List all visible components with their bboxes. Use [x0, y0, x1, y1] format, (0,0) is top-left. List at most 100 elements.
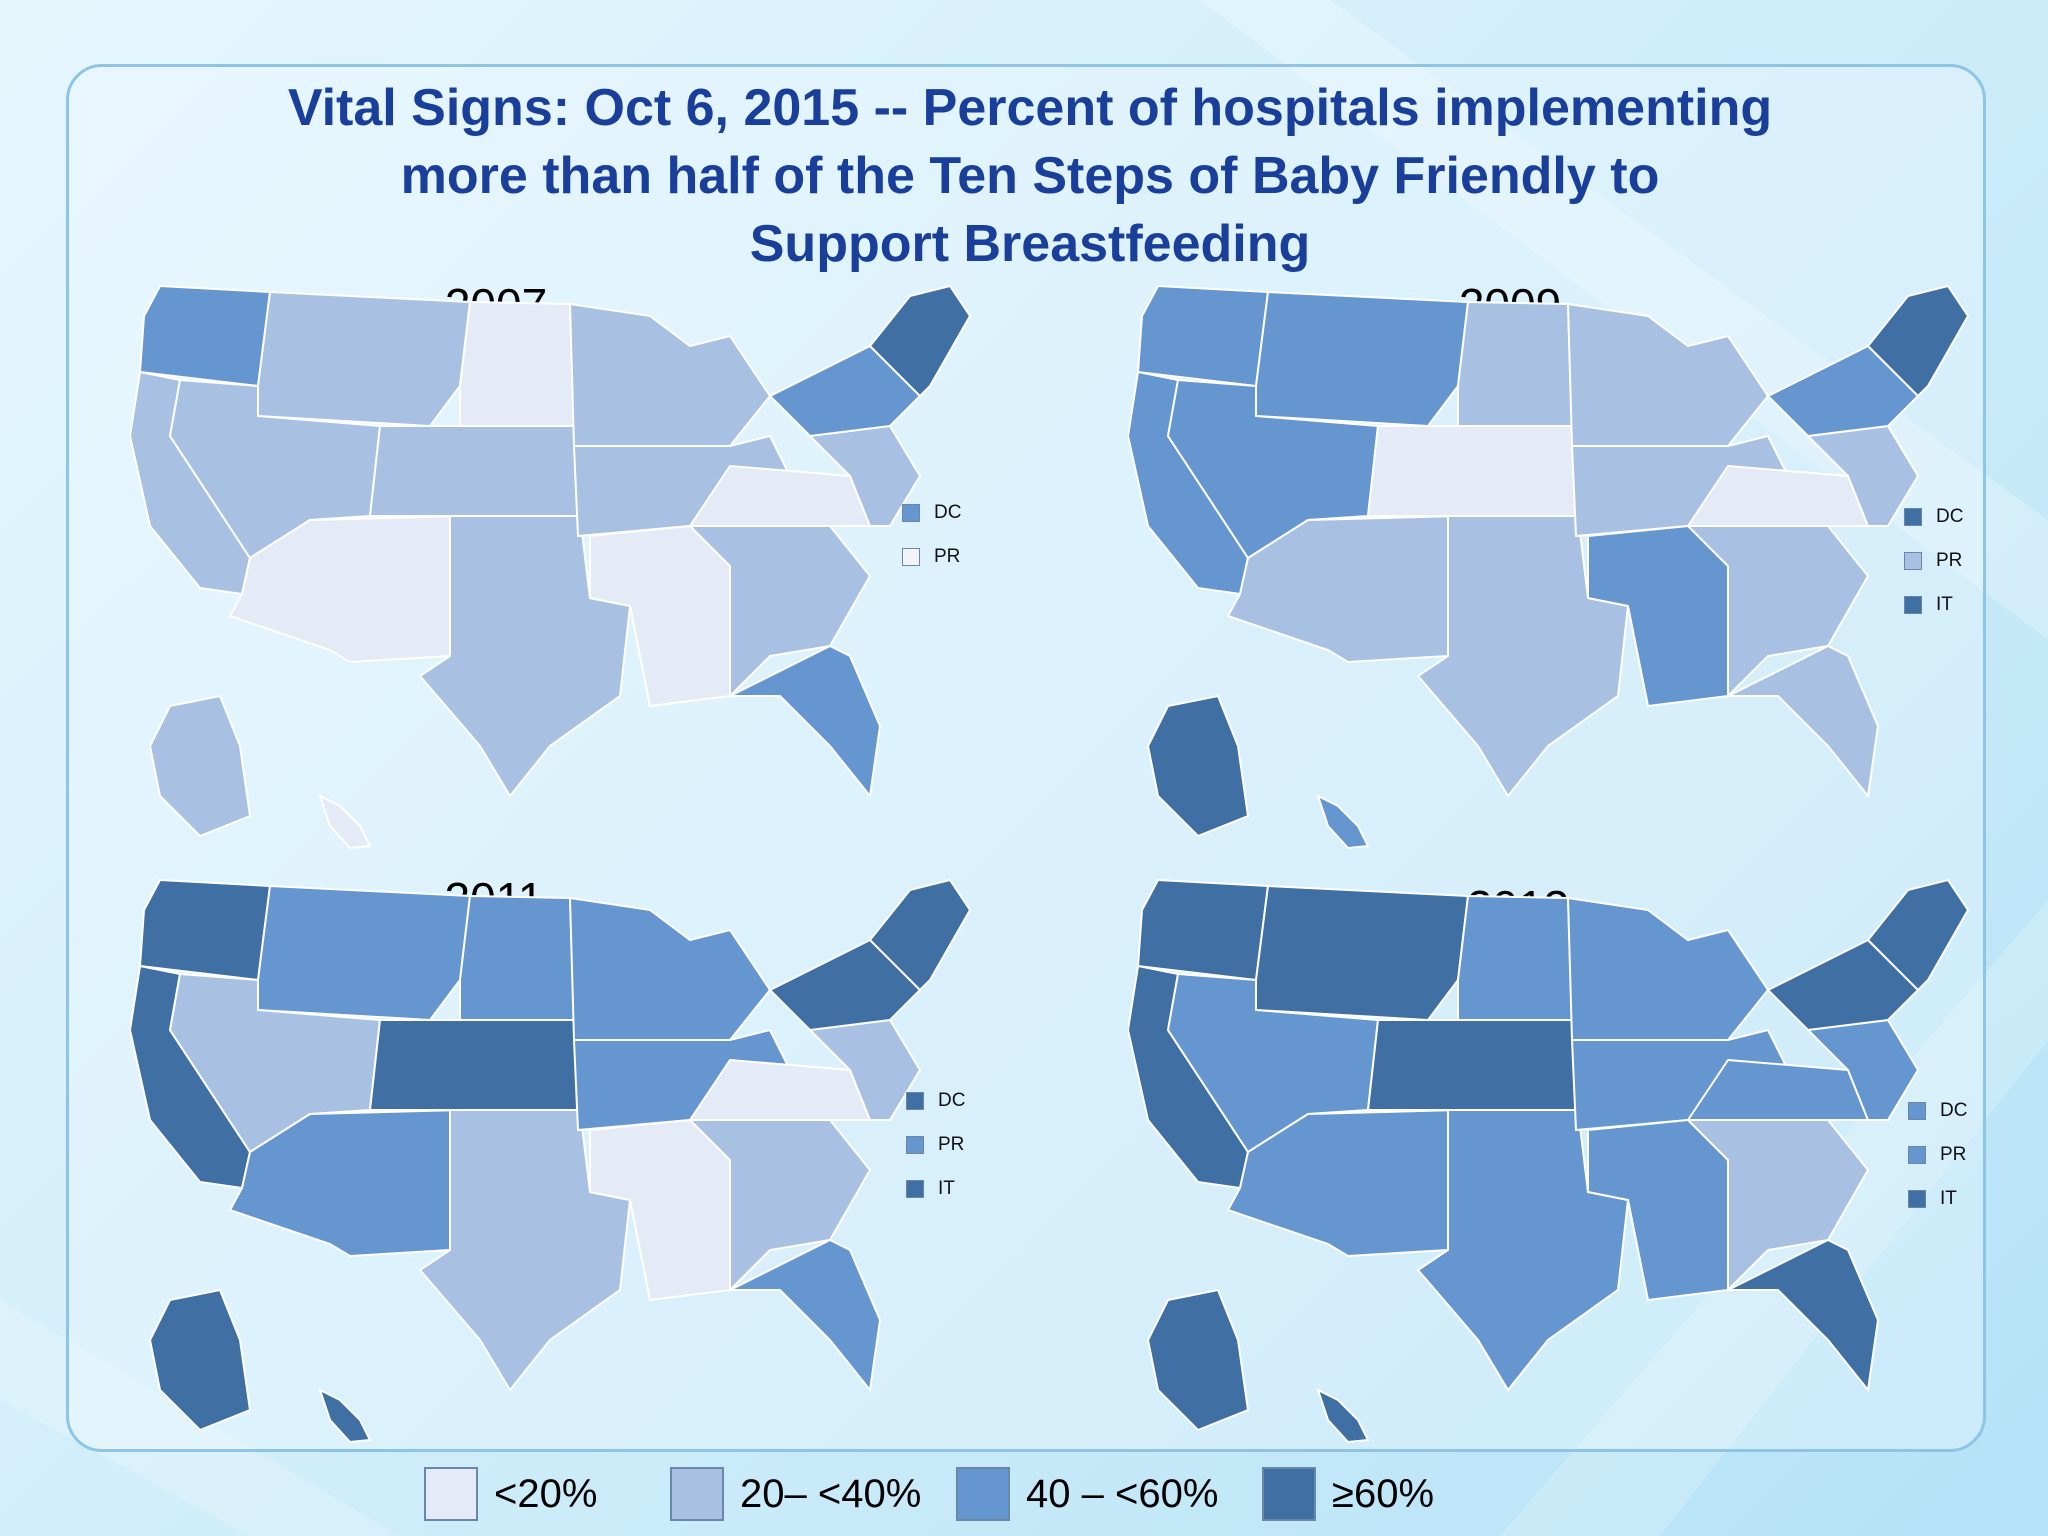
legend-label: 40 – <60% — [1026, 1471, 1219, 1516]
region-mountain-north — [1255, 884, 1470, 1022]
us-map — [130, 878, 972, 1444]
region-midwest-upper — [568, 302, 772, 447]
region-florida — [1727, 1238, 1880, 1393]
region-texas-okla — [418, 515, 632, 798]
region-new-england — [868, 284, 972, 398]
territory-item: IT — [1908, 1184, 1957, 1214]
region-plains-mid — [368, 425, 580, 517]
territory-item: DC — [902, 498, 961, 528]
region-northwest — [1136, 878, 1270, 982]
legend-swatch — [424, 1467, 478, 1521]
region-southwest — [1226, 1108, 1460, 1258]
territory-swatch — [902, 548, 920, 566]
legend-swatch — [956, 1467, 1010, 1521]
legend-swatch — [670, 1467, 724, 1521]
region-plains-mid — [1366, 1019, 1578, 1111]
territory-label: DC — [934, 502, 962, 523]
region-northwest — [1136, 284, 1270, 388]
territory-item: IT — [1904, 590, 1953, 620]
region-alaska — [148, 694, 252, 838]
region-new-york — [1766, 938, 1920, 1032]
region-mountain-north — [257, 290, 472, 428]
territory-item: IT — [906, 1174, 955, 1204]
region-new-york — [768, 344, 922, 438]
region-florida — [729, 1238, 882, 1393]
territory-label: PR — [1940, 1144, 1967, 1165]
region-midwest-upper — [1566, 896, 1770, 1041]
territory-label: DC — [1940, 1100, 1968, 1121]
legend-item: <20% — [424, 1462, 597, 1526]
region-northwest — [138, 878, 272, 982]
region-new-york — [1766, 344, 1920, 438]
territory-swatch — [906, 1180, 924, 1198]
region-alaska — [1146, 1288, 1250, 1432]
legend-label: <20% — [494, 1471, 598, 1516]
region-plains-north — [1457, 300, 1574, 427]
region-hawaii — [1316, 794, 1370, 850]
region-southeast — [687, 525, 872, 699]
legend-label: 20– <40% — [740, 1471, 922, 1516]
title-line-1: Vital Signs: Oct 6, 2015 -- Percent of h… — [287, 79, 1773, 137]
legend-item: ≥60% — [1262, 1462, 1434, 1526]
region-plains-north — [1457, 894, 1574, 1021]
region-texas-okla — [1416, 1109, 1630, 1392]
territory-legend: DC PR IT — [1904, 502, 2024, 652]
territory-label: PR — [934, 546, 961, 567]
territory-item: PR — [1908, 1140, 1966, 1170]
region-southeast — [687, 1119, 872, 1293]
region-southeast — [1685, 525, 1870, 699]
region-texas-okla — [1416, 515, 1630, 798]
region-southwest — [228, 1108, 462, 1258]
region-hawaii — [1316, 1388, 1370, 1444]
us-map — [1128, 284, 1970, 850]
territory-label: DC — [938, 1090, 966, 1111]
region-alaska — [1146, 694, 1250, 838]
territory-item: PR — [902, 542, 960, 572]
us-map — [130, 284, 972, 850]
territory-swatch — [902, 504, 920, 522]
region-mountain-north — [1255, 290, 1470, 428]
territory-item: DC — [1904, 502, 1963, 532]
territory-swatch — [1904, 508, 1922, 526]
region-midwest-upper — [1566, 302, 1770, 447]
region-hawaii — [318, 1388, 372, 1444]
region-southwest — [1226, 514, 1460, 664]
region-alaska — [148, 1288, 252, 1432]
region-southeast — [1685, 1119, 1870, 1293]
territory-swatch — [1908, 1146, 1926, 1164]
legend-item: 40 – <60% — [956, 1462, 1218, 1526]
territory-label: IT — [938, 1178, 955, 1199]
territory-label: IT — [1936, 594, 1953, 615]
territory-legend: DC PR IT — [906, 1086, 1026, 1236]
territory-item: PR — [1904, 546, 1962, 576]
region-southwest — [228, 514, 462, 664]
territory-legend: DC PR — [902, 498, 1022, 648]
region-new-england — [1866, 284, 1970, 398]
title-line-3: Support Breastfeeding — [749, 215, 1311, 273]
territory-legend: DC PR IT — [1908, 1096, 2028, 1246]
legend-item: 20– <40% — [670, 1462, 921, 1526]
region-new-england — [1866, 878, 1970, 992]
region-northwest — [138, 284, 272, 388]
territory-label: PR — [938, 1134, 965, 1155]
title-line-2: more than half of the Ten Steps of Baby … — [400, 147, 1660, 205]
region-plains-north — [459, 300, 576, 427]
territory-swatch — [906, 1092, 924, 1110]
territory-swatch — [1908, 1102, 1926, 1120]
region-mountain-north — [257, 884, 472, 1022]
territory-item: PR — [906, 1130, 964, 1160]
legend-label: ≥60% — [1332, 1471, 1435, 1516]
territory-swatch — [1904, 552, 1922, 570]
region-hawaii — [318, 794, 372, 850]
territory-item: DC — [1908, 1096, 1967, 1126]
region-florida — [729, 644, 882, 799]
territory-label: PR — [1936, 550, 1963, 571]
page-title: Vital Signs: Oct 6, 2015 -- Percent of h… — [120, 74, 1940, 278]
territory-swatch — [1904, 596, 1922, 614]
territory-label: DC — [1936, 506, 1964, 527]
region-plains-north — [459, 894, 576, 1021]
